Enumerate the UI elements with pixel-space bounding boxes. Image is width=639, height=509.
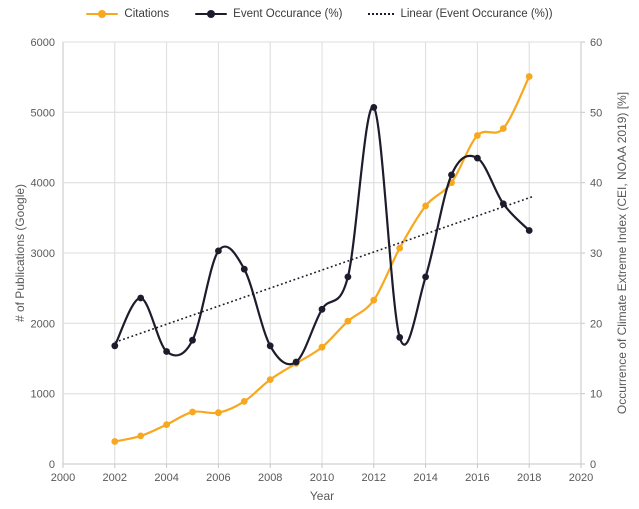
right-tick-label: 0 (590, 459, 596, 471)
citations-line-swatch-icon (86, 10, 119, 18)
data-point-marker (370, 296, 378, 304)
data-point-marker (318, 305, 326, 313)
legend-item-event-occurance: Event Occurance (%) (195, 8, 342, 20)
x-tick-label: 2008 (258, 472, 282, 484)
data-point-marker (396, 244, 404, 252)
x-tick-label: 2016 (465, 472, 489, 484)
data-point-marker (344, 273, 352, 281)
x-tick-label: 2000 (51, 472, 75, 484)
left-axis-title: # of Publications (Google) (13, 183, 27, 323)
left-tick-label: 0 (49, 459, 55, 471)
data-point-marker (137, 294, 145, 302)
x-tick-label: 2020 (569, 472, 593, 484)
right-tick-label: 20 (590, 318, 602, 330)
linear-trendline-swatch-icon (368, 13, 395, 15)
right-tick-label: 60 (590, 37, 602, 49)
data-point-marker (292, 358, 300, 366)
x-tick-label: 2014 (413, 472, 437, 484)
data-point-marker (448, 171, 455, 179)
data-point-marker (474, 154, 481, 162)
legend-label-citations: Citations (124, 8, 170, 20)
right-tick-label: 50 (590, 107, 602, 119)
data-point-marker (215, 247, 222, 255)
legend-label-linear-trend: Linear (Event Occurance (%)) (400, 8, 553, 20)
data-point-marker (499, 125, 507, 132)
data-point-marker (525, 227, 533, 234)
data-point-marker (111, 438, 119, 445)
x-tick-label: 2004 (154, 472, 178, 484)
data-point-marker (422, 273, 429, 281)
left-tick-label: 3000 (31, 248, 55, 260)
data-point-marker (240, 398, 248, 405)
legend-item-citations: Citations (86, 8, 169, 20)
right-tick-label: 30 (590, 248, 602, 260)
data-point-marker (499, 200, 507, 208)
event-occurance-line-swatch-icon (195, 10, 228, 18)
data-point-marker (318, 343, 326, 351)
legend-label-event-occurance: Event Occurance (%) (233, 8, 343, 20)
data-point-marker (137, 432, 145, 440)
x-tick-label: 2006 (206, 472, 230, 484)
citations-marker-icon (98, 10, 107, 18)
left-tick-label: 4000 (31, 178, 55, 190)
x-tick-label: 2012 (362, 472, 386, 484)
data-point-marker (163, 348, 171, 355)
event-occurance-marker-icon (207, 10, 216, 18)
data-point-marker (474, 132, 481, 139)
legend-item-linear-trend: Linear (Event Occurance (%)) (368, 8, 553, 20)
left-tick-label: 2000 (31, 318, 55, 330)
x-tick-label: 2002 (103, 472, 127, 484)
data-point-marker (189, 336, 196, 344)
chart-legend: Citations Event Occurance (%) Linear (Ev… (0, 8, 639, 20)
data-point-marker (215, 409, 222, 417)
left-tick-label: 6000 (31, 37, 55, 49)
data-point-marker (266, 376, 274, 383)
data-point-marker (163, 421, 171, 428)
x-axis-title: Year (309, 489, 335, 503)
data-point-marker (111, 342, 119, 350)
data-point-marker (189, 408, 196, 416)
data-point-marker (370, 104, 378, 111)
data-point-marker (525, 73, 533, 80)
left-tick-label: 5000 (31, 107, 55, 119)
left-tick-label: 1000 (31, 389, 55, 401)
data-point-marker (266, 342, 274, 350)
right-tick-label: 40 (590, 178, 602, 190)
right-tick-label: 10 (590, 389, 602, 401)
data-point-marker (240, 265, 248, 273)
x-tick-label: 2010 (310, 472, 334, 484)
x-tick-label: 2018 (517, 472, 541, 484)
data-point-marker (396, 334, 404, 341)
data-point-marker (344, 317, 352, 325)
trendline (114, 195, 535, 344)
right-axis-title: Occurrence of Climate Extreme Index (CEI… (615, 91, 629, 415)
data-point-marker (422, 202, 429, 210)
